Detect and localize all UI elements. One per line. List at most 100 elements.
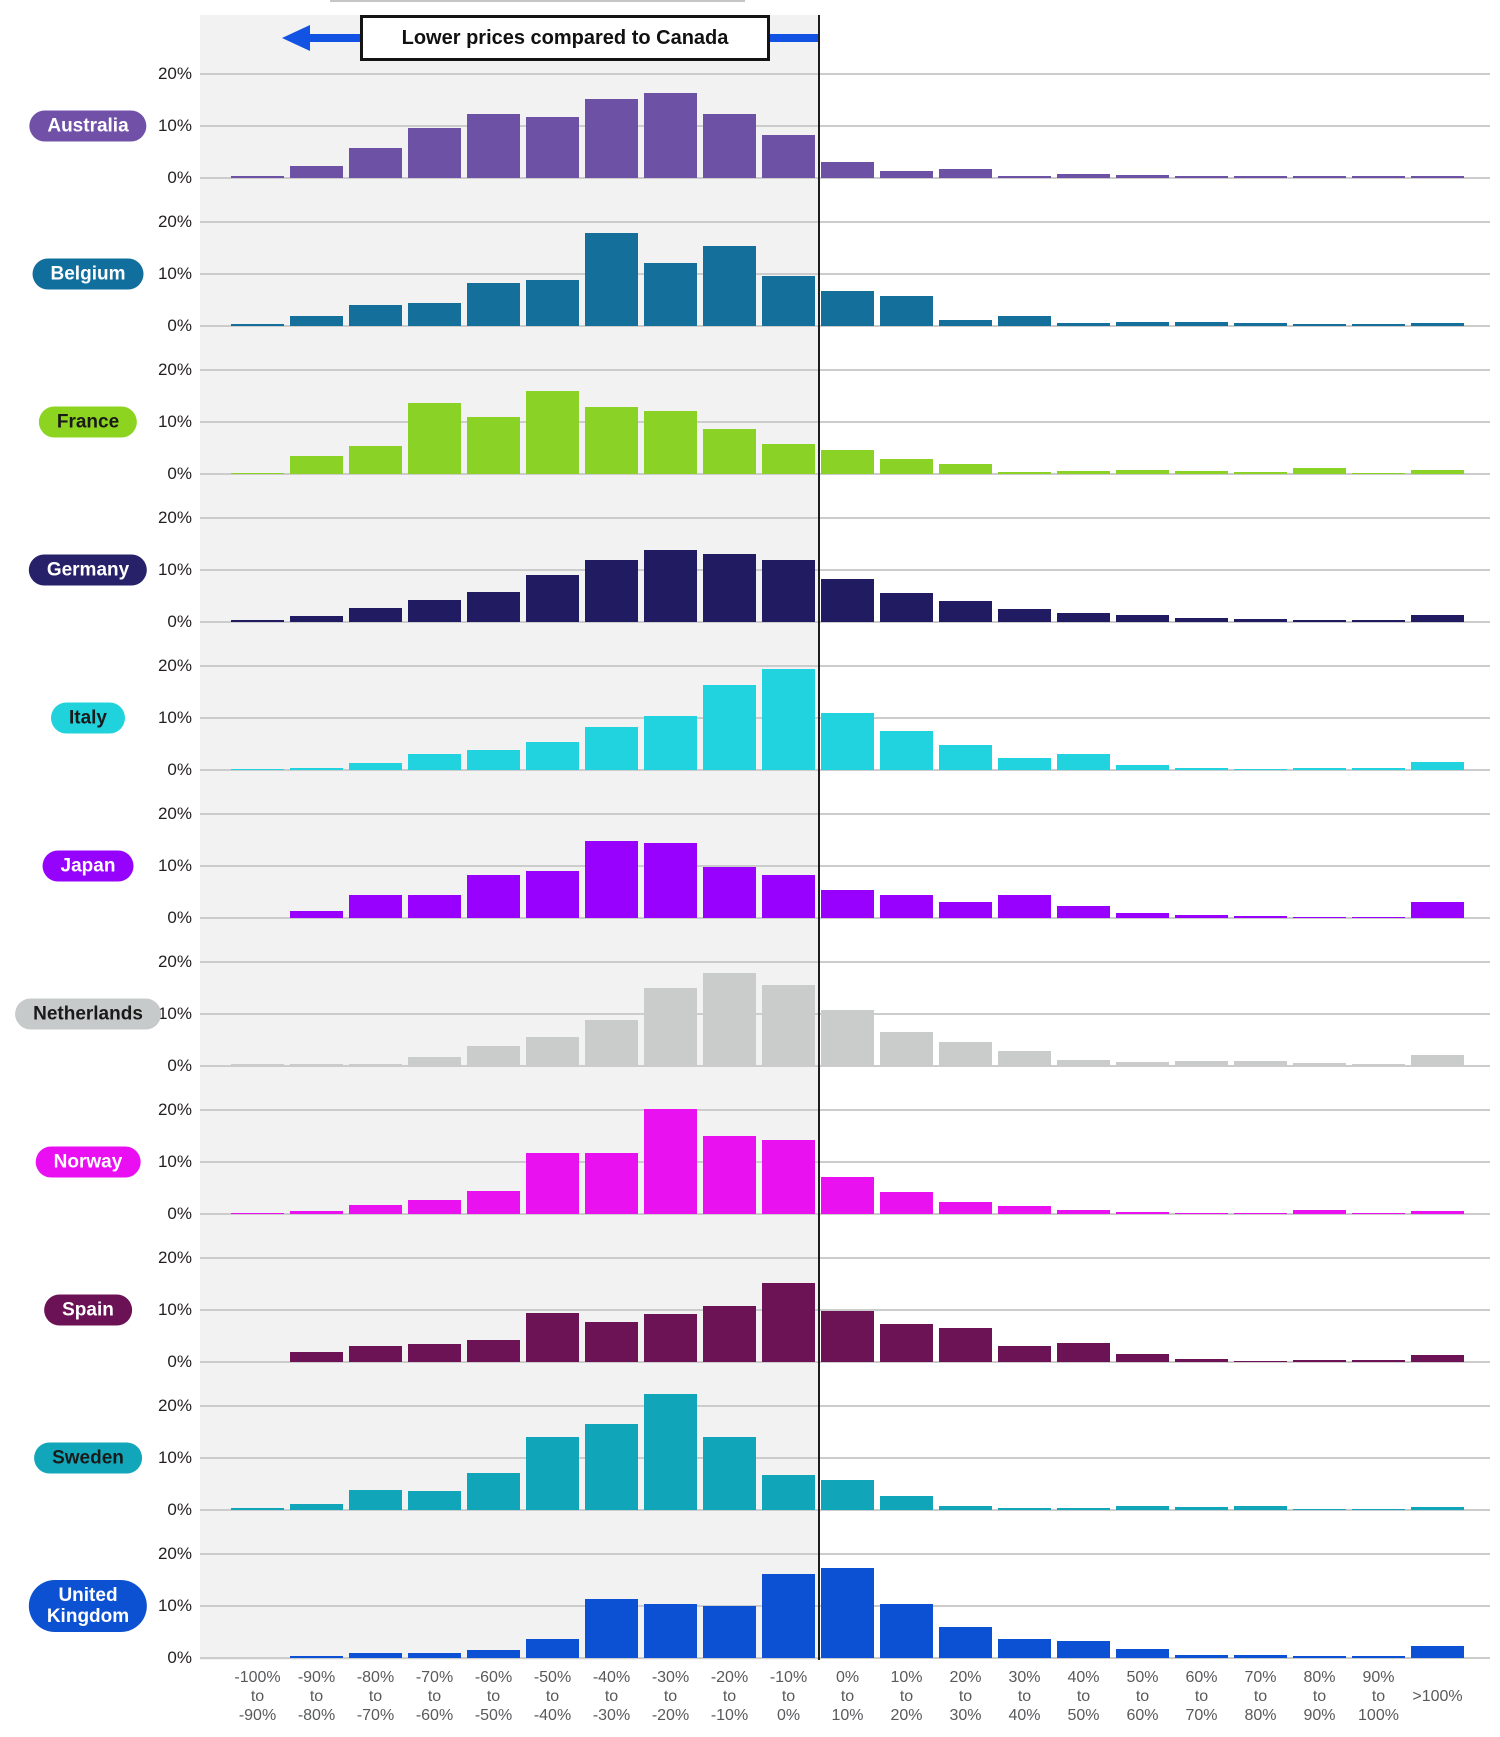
japan-bar-14 [1057,906,1110,918]
germany-bar-8 [703,554,756,622]
netherlands-bar-8 [703,973,756,1066]
japan-bar-18 [1293,917,1346,918]
italy-bar-1 [290,768,343,770]
norway-bar-7 [644,1109,697,1214]
gridline [200,1361,1490,1363]
japan-bar-10 [821,890,874,918]
germany-bar-16 [1175,618,1228,622]
y-tick-label: 10% [157,264,192,283]
y-tick-label: 0% [167,612,192,631]
united-kingdom-bar-10 [821,1568,874,1658]
gridline [200,621,1490,623]
germany-bar-13 [998,609,1051,622]
country-label-norway: Norway [35,1146,141,1178]
australia-bar-8 [703,114,756,178]
y-tick-label: 20% [157,360,192,379]
norway-bar-13 [998,1206,1051,1214]
australia-bar-12 [939,169,992,178]
united-kingdom-bar-7 [644,1604,697,1658]
y-tick-label: 10% [157,1596,192,1615]
spain-bar-1 [290,1352,343,1362]
x-bin-label-17: 70% to 80% [1244,1669,1277,1724]
gridline [200,177,1490,179]
united-kingdom-bar-20 [1411,1646,1464,1658]
norway-bar-12 [939,1202,992,1214]
germany-bar-2 [349,608,402,622]
belgium-bar-17 [1234,323,1287,326]
gridline [200,1213,1490,1215]
spain-bar-10 [821,1311,874,1362]
france-bar-16 [1175,471,1228,474]
belgium-bar-18 [1293,324,1346,326]
france-bar-6 [585,407,638,474]
australia-bar-10 [821,162,874,178]
gridline [200,325,1490,327]
sweden-bar-17 [1234,1506,1287,1510]
zero-divider-line [818,15,820,1660]
france-bar-18 [1293,468,1346,474]
japan-bar-5 [526,871,579,918]
y-tick-label: 20% [157,952,192,971]
france-bar-0 [231,473,284,474]
france-bar-1 [290,456,343,474]
country-label-belgium: Belgium [32,258,144,290]
netherlands-bar-9 [762,985,815,1066]
japan-bar-12 [939,902,992,918]
x-bin-label-20: >100% [1412,1688,1463,1705]
japan-bar-15 [1116,913,1169,918]
gridline [200,1405,1490,1407]
norway-bar-4 [467,1191,520,1214]
germany-bar-20 [1411,615,1464,622]
japan-bar-3 [408,895,461,918]
italy-bar-15 [1116,765,1169,770]
gridline [200,1109,1490,1111]
belgium-bar-16 [1175,322,1228,326]
gridline [200,421,1490,423]
norway-bar-18 [1293,1210,1346,1214]
country-label-australia: Australia [29,110,147,142]
y-tick-label: 10% [157,116,192,135]
australia-bar-9 [762,135,815,178]
france-bar-3 [408,403,461,474]
gridline [200,865,1490,867]
germany-bar-18 [1293,620,1346,622]
japan-bar-2 [349,895,402,918]
norway-bar-19 [1352,1213,1405,1214]
norway-bar-3 [408,1200,461,1214]
y-tick-label: 10% [157,560,192,579]
x-bin-label-2: -80% to -70% [356,1669,395,1724]
y-tick-label: 20% [157,64,192,83]
spain-bar-3 [408,1344,461,1362]
spain-bar-20 [1411,1355,1464,1362]
italy-bar-10 [821,713,874,770]
belgium-bar-8 [703,246,756,326]
australia-bar-18 [1293,176,1346,178]
country-label-japan: Japan [42,850,134,882]
belgium-bar-4 [467,283,520,326]
y-tick-label: 10% [157,1300,192,1319]
belgium-bar-13 [998,316,1051,326]
x-bin-label-14: 40% to 50% [1067,1669,1100,1724]
gridline [200,917,1490,919]
france-bar-15 [1116,470,1169,474]
spain-bar-8 [703,1306,756,1362]
france-bar-5 [526,391,579,474]
australia-bar-5 [526,117,579,178]
germany-bar-0 [231,620,284,622]
france-bar-2 [349,446,402,474]
netherlands-bar-11 [880,1032,933,1066]
sweden-bar-0 [231,1508,284,1510]
x-bin-label-0: -100% to -90% [234,1669,281,1724]
sweden-bar-9 [762,1475,815,1510]
cropped-top-divider [330,0,745,2]
japan-bar-8 [703,867,756,918]
y-tick-label: 10% [157,412,192,431]
x-bin-label-8: -20% to -10% [710,1669,749,1724]
netherlands-bar-18 [1293,1063,1346,1066]
belgium-bar-3 [408,303,461,326]
sweden-bar-10 [821,1480,874,1510]
united-kingdom-bar-11 [880,1604,933,1658]
netherlands-bar-19 [1352,1064,1405,1066]
italy-bar-11 [880,731,933,770]
germany-bar-3 [408,600,461,622]
